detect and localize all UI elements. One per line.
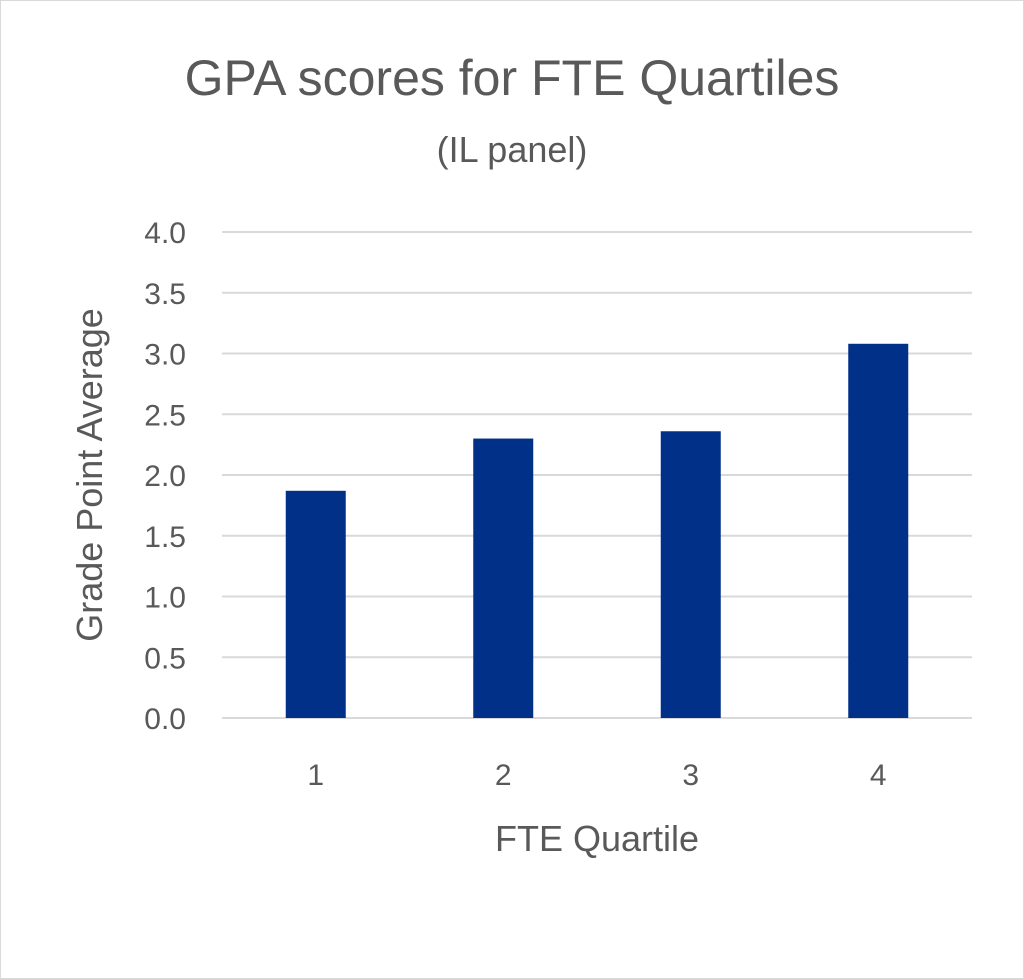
y-tick-label: 3.0 — [144, 339, 186, 372]
y-tick-label: 4.0 — [144, 217, 186, 250]
y-tick-label: 1.5 — [144, 521, 186, 554]
y-tick-label: 2.5 — [144, 399, 186, 432]
bar-quartile-1 — [285, 490, 346, 718]
y-axis-title: Grade Point Average — [69, 308, 110, 642]
y-tick-label: 3.5 — [144, 278, 186, 311]
y-tick-label: 2.0 — [144, 460, 186, 493]
x-tick-label: 1 — [307, 759, 324, 792]
x-axis-tick-labels: 1 2 3 4 — [307, 759, 886, 792]
x-tick-label: 3 — [682, 759, 699, 792]
bar-quartile-2 — [473, 438, 534, 718]
y-tick-label: 0.0 — [144, 703, 186, 736]
y-axis-tick-labels: 0.0 0.5 1.0 1.5 2.0 2.5 3.0 3.5 4.0 — [144, 217, 186, 736]
bar-quartile-4 — [848, 343, 909, 718]
x-axis-title: FTE Quartile — [495, 818, 699, 859]
bars — [285, 343, 909, 718]
bar-quartile-3 — [660, 431, 721, 718]
chart-subtitle: (IL panel) — [437, 129, 588, 170]
chart-title: GPA scores for FTE Quartiles — [185, 50, 840, 106]
x-tick-label: 4 — [870, 759, 887, 792]
y-tick-label: 1.0 — [144, 582, 186, 615]
x-tick-label: 2 — [495, 759, 512, 792]
y-tick-label: 0.5 — [144, 642, 186, 675]
gridlines — [222, 231, 972, 719]
